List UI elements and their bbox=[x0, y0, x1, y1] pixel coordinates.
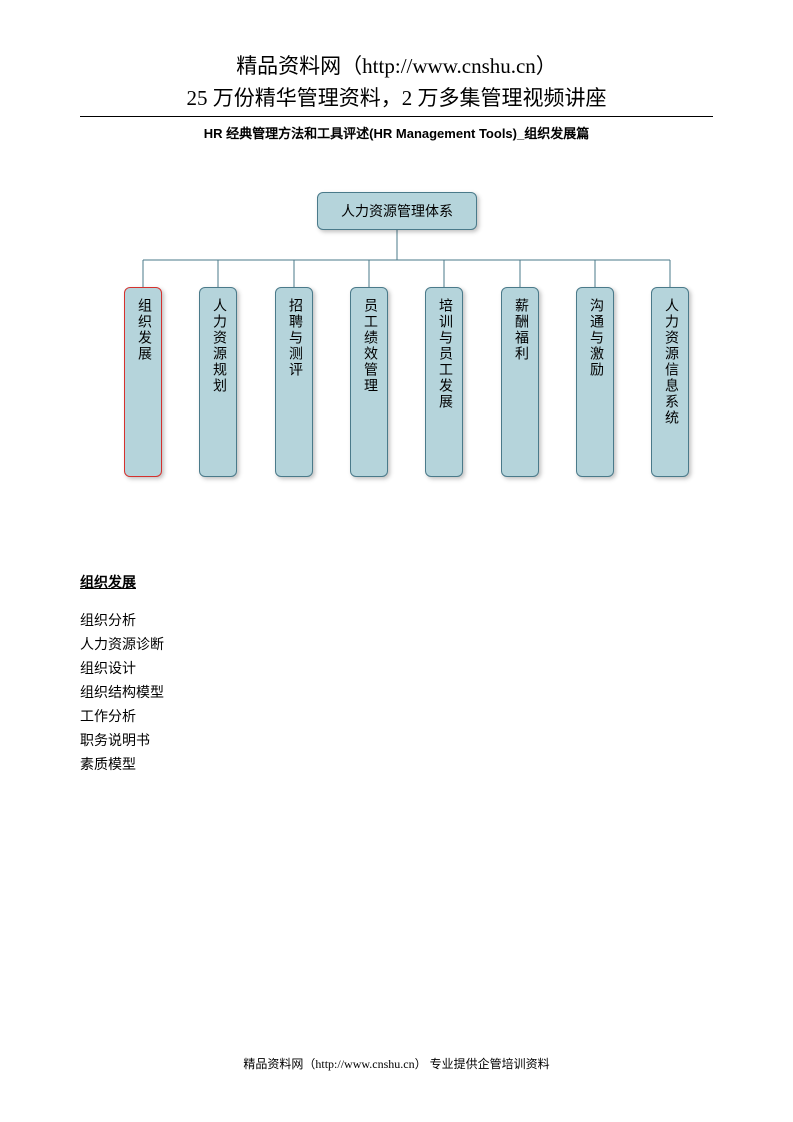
chart-child-node: 组织发展 bbox=[124, 287, 162, 477]
chart-child-node: 人力资源信息系统 bbox=[651, 287, 689, 477]
chart-child-label: 沟通与激励 bbox=[585, 298, 605, 378]
list-item: 组织设计 bbox=[80, 658, 793, 682]
list-item: 组织结构模型 bbox=[80, 682, 793, 706]
chart-child-node: 员工绩效管理 bbox=[350, 287, 388, 477]
list-item: 组织分析 bbox=[80, 610, 793, 634]
chart-child-node: 培训与员工发展 bbox=[425, 287, 463, 477]
chart-child-label: 培训与员工发展 bbox=[434, 298, 454, 410]
chart-root-label: 人力资源管理体系 bbox=[341, 201, 453, 221]
list-item: 人力资源诊断 bbox=[80, 634, 793, 658]
header-rule bbox=[80, 116, 713, 117]
header-line-2: 25 万份精华管理资料，2 万多集管理视频讲座 bbox=[0, 82, 793, 112]
chart-root-node: 人力资源管理体系 bbox=[317, 192, 477, 230]
chart-child-node: 沟通与激励 bbox=[576, 287, 614, 477]
chart-child-label: 人力资源信息系统 bbox=[660, 298, 680, 426]
section-title: 组织发展 bbox=[80, 572, 793, 592]
chart-child-node: 薪酬福利 bbox=[501, 287, 539, 477]
chart-child-label: 招聘与测评 bbox=[284, 298, 304, 378]
page-header: 精品资料网（http://www.cnshu.cn） 25 万份精华管理资料，2… bbox=[0, 0, 793, 117]
list-item: 素质模型 bbox=[80, 754, 793, 778]
document-subtitle: HR 经典管理方法和工具评述(HR Management Tools)_组织发展… bbox=[0, 123, 793, 142]
chart-child-node: 招聘与测评 bbox=[275, 287, 313, 477]
chart-child-label: 人力资源规划 bbox=[208, 298, 228, 394]
chart-child-label: 组织发展 bbox=[133, 298, 153, 362]
page-footer: 精品资料网（http://www.cnshu.cn） 专业提供企管培训资料 bbox=[0, 1055, 793, 1072]
chart-child-label: 薪酬福利 bbox=[510, 298, 530, 362]
list-item: 工作分析 bbox=[80, 706, 793, 730]
chart-child-node: 人力资源规划 bbox=[199, 287, 237, 477]
chart-child-label: 员工绩效管理 bbox=[359, 298, 379, 394]
list-item: 职务说明书 bbox=[80, 730, 793, 754]
section-list: 组织分析人力资源诊断组织设计组织结构模型工作分析职务说明书素质模型 bbox=[80, 610, 793, 778]
org-chart: 人力资源管理体系 组织发展 人力资源规划 招聘与测评 员工绩效管理 培训与员工发展 薪酬福… bbox=[0, 192, 793, 532]
header-line-1: 精品资料网（http://www.cnshu.cn） bbox=[0, 50, 793, 80]
